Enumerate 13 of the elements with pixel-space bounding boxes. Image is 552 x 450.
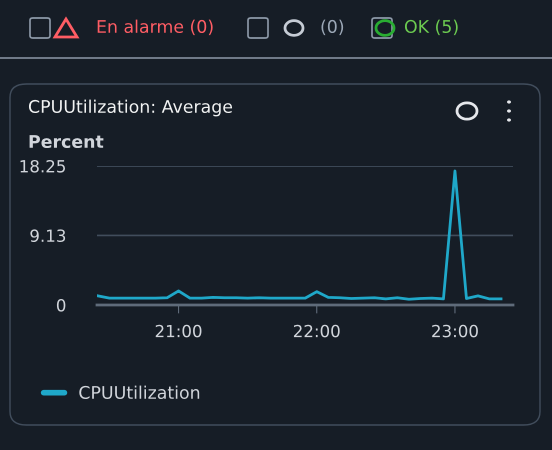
y-tick-label: 9.13	[30, 229, 66, 242]
y-axis-title: Percent	[30, 135, 104, 148]
text: OK (5)	[404, 20, 458, 36]
x-tick-label: 22:00	[294, 324, 340, 338]
line-series	[97, 170, 502, 301]
x-tick-label: 21:00	[156, 324, 202, 338]
text: En alarme (0)	[98, 20, 213, 36]
text: (0)	[321, 20, 344, 36]
y-tick-label: 0	[56, 298, 66, 312]
chart-title: CPUUtilization: Average	[28, 100, 232, 116]
x-tick-label: 23:00	[432, 324, 478, 338]
legend-label: CPUUtilization	[79, 386, 200, 400]
y-tick-label: 18.25	[20, 160, 65, 173]
